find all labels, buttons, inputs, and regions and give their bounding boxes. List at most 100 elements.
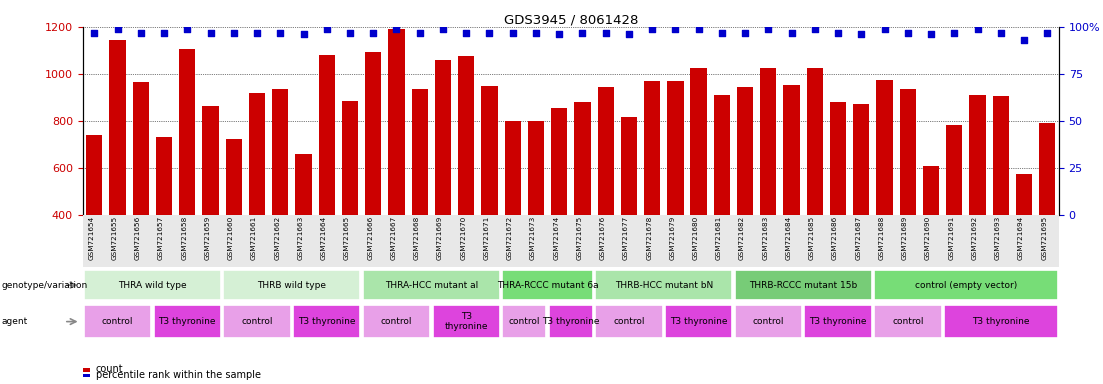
Bar [596, 270, 732, 300]
Bar [86, 135, 103, 309]
Bar [783, 85, 800, 215]
Text: control: control [101, 317, 133, 326]
Text: GSM721675: GSM721675 [577, 216, 582, 260]
Text: control: control [242, 317, 272, 326]
Text: T3 thyronine: T3 thyronine [670, 317, 727, 326]
Bar [84, 270, 221, 300]
Text: GSM721664: GSM721664 [321, 216, 326, 260]
Bar [223, 270, 361, 300]
Text: GSM721671: GSM721671 [483, 216, 490, 260]
Bar [598, 87, 613, 215]
Bar [342, 101, 358, 309]
Text: GSM721676: GSM721676 [600, 216, 606, 260]
Point [435, 26, 452, 32]
Text: GSM721663: GSM721663 [298, 216, 303, 260]
Point [945, 30, 963, 36]
Bar [153, 305, 221, 338]
Point [992, 30, 1009, 36]
Text: GSM721674: GSM721674 [554, 216, 559, 260]
Text: THRA-RCCC mutant 6a: THRA-RCCC mutant 6a [496, 281, 598, 290]
Text: GSM721688: GSM721688 [879, 216, 885, 260]
Bar [690, 68, 707, 215]
Text: GSM721656: GSM721656 [135, 216, 141, 260]
Text: genotype/variation: genotype/variation [1, 281, 87, 290]
Bar [854, 104, 869, 215]
Point [527, 30, 545, 36]
Bar [109, 40, 126, 309]
Text: control (empty vector): control (empty vector) [914, 281, 1017, 290]
Bar [1039, 123, 1056, 215]
Bar [363, 270, 500, 300]
Bar [226, 139, 242, 309]
Point [411, 30, 429, 36]
Text: GSM721679: GSM721679 [670, 216, 675, 260]
Point [109, 26, 127, 32]
Text: T3
thyronine: T3 thyronine [445, 312, 488, 331]
Point [318, 26, 335, 32]
Bar [644, 81, 661, 215]
Point [597, 30, 614, 36]
Text: control: control [381, 317, 413, 326]
Point [899, 30, 917, 36]
Text: GSM721682: GSM721682 [739, 216, 746, 260]
Text: T3 thyronine: T3 thyronine [298, 317, 355, 326]
Text: GSM721655: GSM721655 [111, 216, 118, 260]
Bar [806, 68, 823, 215]
Bar [667, 81, 684, 215]
Text: control: control [508, 317, 540, 326]
Point [86, 30, 104, 36]
Text: GSM721677: GSM721677 [623, 216, 629, 260]
Bar [504, 121, 521, 215]
Point [760, 26, 778, 32]
Point [179, 26, 196, 32]
Bar [296, 154, 312, 309]
Point [202, 30, 219, 36]
Text: GSM721657: GSM721657 [158, 216, 164, 260]
Point [574, 30, 591, 36]
Point [481, 30, 499, 36]
Bar [735, 305, 802, 338]
Point [829, 30, 847, 36]
Bar [596, 305, 663, 338]
Text: THRB wild type: THRB wild type [257, 281, 326, 290]
Point [1038, 30, 1056, 36]
Text: GSM721660: GSM721660 [228, 216, 234, 260]
Text: GSM721673: GSM721673 [529, 216, 536, 260]
Bar [481, 86, 497, 309]
Point [689, 26, 707, 32]
Bar [944, 305, 1058, 338]
Bar [365, 51, 382, 309]
Text: T3 thyronine: T3 thyronine [542, 317, 600, 326]
Text: GSM721659: GSM721659 [204, 216, 211, 260]
Bar [874, 270, 1058, 300]
Bar [804, 305, 871, 338]
Text: T3 thyronine: T3 thyronine [810, 317, 867, 326]
Bar [435, 60, 451, 309]
Text: THRB-RCCC mutant 15b: THRB-RCCC mutant 15b [749, 281, 857, 290]
Point [248, 30, 266, 36]
Bar [993, 96, 1009, 215]
Text: GDS3945 / 8061428: GDS3945 / 8061428 [504, 13, 638, 26]
Text: GSM721669: GSM721669 [437, 216, 443, 260]
Bar [735, 270, 871, 300]
Bar [84, 305, 151, 338]
Text: GSM721683: GSM721683 [762, 216, 769, 260]
Point [713, 30, 730, 36]
Point [853, 31, 870, 38]
Text: GSM721665: GSM721665 [344, 216, 350, 260]
Bar [458, 56, 474, 309]
Bar [249, 93, 265, 309]
Text: GSM721662: GSM721662 [275, 216, 280, 260]
Bar [179, 49, 195, 309]
Text: control: control [892, 317, 923, 326]
Point [666, 26, 684, 32]
Bar [293, 305, 361, 338]
Bar [874, 305, 942, 338]
Text: GSM721666: GSM721666 [367, 216, 373, 260]
Text: control: control [752, 317, 784, 326]
Text: GSM721687: GSM721687 [855, 216, 861, 260]
Text: T3 thyronine: T3 thyronine [972, 317, 1029, 326]
Bar [432, 305, 500, 338]
Bar [388, 29, 405, 309]
Bar [319, 55, 335, 309]
